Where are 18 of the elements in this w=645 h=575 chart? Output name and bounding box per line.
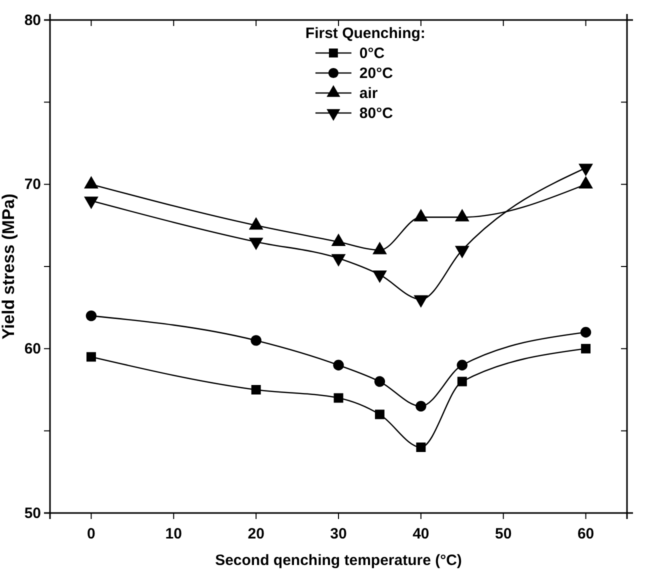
x-tick-label: 60 (577, 526, 594, 542)
x-tick-label: 20 (248, 526, 264, 542)
x-tick-label: 40 (412, 526, 430, 542)
legend-label: air (359, 85, 378, 102)
y-tick-label: 50 (24, 504, 41, 522)
x-tick-label: 50 (495, 526, 512, 542)
x-axis-title: Second qenching temperature (°C) (215, 552, 462, 569)
x-tick-label: 10 (165, 526, 182, 542)
legend-label: 0°C (359, 45, 385, 62)
y-tick-label: 60 (24, 340, 41, 358)
y-tick-label: 70 (24, 176, 41, 194)
y-axis-title: Yield stress (MPa) (0, 194, 18, 340)
legend-label: 20°C (359, 65, 394, 82)
x-tick-label: 0 (87, 526, 96, 542)
x-tick-label: 30 (330, 526, 347, 542)
y-tick-label: 80 (24, 12, 41, 29)
legend-title: First Quenching: (305, 25, 426, 42)
legend-label: 80°C (359, 105, 394, 122)
